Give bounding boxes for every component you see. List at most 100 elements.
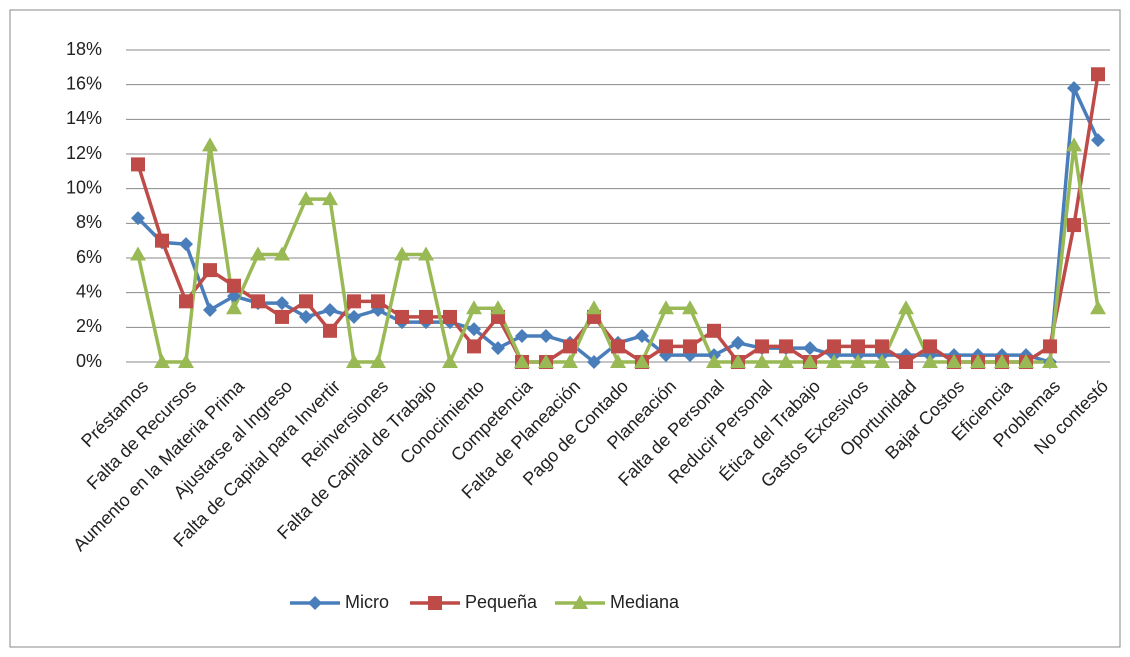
data-point: [922, 354, 938, 368]
y-tick-label: 6%: [76, 247, 102, 267]
y-tick-label: 14%: [66, 108, 102, 128]
data-point: [754, 354, 770, 368]
data-point: [203, 303, 217, 317]
data-point: [563, 339, 577, 354]
data-point: [538, 354, 554, 368]
data-point: [706, 354, 722, 368]
data-point: [923, 339, 937, 354]
data-point: [610, 354, 626, 368]
data-point: [442, 354, 458, 368]
data-point: [850, 354, 866, 368]
data-point: [1042, 354, 1058, 368]
data-point: [514, 354, 530, 368]
data-point: [994, 354, 1010, 368]
data-point: [1067, 218, 1081, 233]
data-point: [731, 335, 745, 350]
data-point: [227, 278, 241, 293]
data-point: [299, 309, 313, 324]
data-point: [395, 309, 409, 324]
data-point: [131, 157, 145, 172]
data-point: [827, 339, 841, 354]
data-point: [826, 354, 842, 368]
data-point: [155, 233, 169, 248]
legend-marker: [308, 596, 322, 610]
data-point: [635, 329, 649, 343]
data-point: [347, 294, 361, 309]
data-point: [179, 294, 193, 309]
legend-marker: [572, 595, 588, 609]
data-point: [154, 354, 170, 368]
y-tick-label: 2%: [76, 316, 102, 336]
data-point: [251, 294, 265, 309]
y-tick-label: 0%: [76, 351, 102, 371]
data-point: [203, 263, 217, 278]
data-point: [298, 191, 314, 206]
data-point: [899, 355, 913, 369]
data-point: [323, 323, 337, 338]
data-point: [419, 309, 433, 324]
data-point: [394, 246, 410, 261]
legend-label: Pequeña: [465, 592, 538, 612]
data-point: [586, 300, 602, 315]
data-point: [467, 339, 481, 354]
data-point: [946, 354, 962, 368]
data-point: [1043, 339, 1057, 354]
data-point: [131, 211, 145, 226]
data-point: [274, 246, 290, 261]
legend-label: Mediana: [610, 592, 680, 612]
data-point: [371, 294, 385, 309]
data-point: [683, 339, 697, 354]
data-point: [275, 309, 289, 324]
data-point: [1091, 67, 1105, 82]
data-point: [202, 137, 218, 152]
data-point: [467, 322, 481, 337]
data-point: [755, 339, 769, 354]
chart-border: [9, 9, 1121, 648]
data-point: [562, 354, 578, 368]
data-point: [875, 339, 889, 354]
data-point: [611, 339, 625, 354]
data-point: [1067, 81, 1081, 96]
data-point: [322, 191, 338, 206]
data-point: [682, 300, 698, 315]
data-point: [851, 339, 865, 354]
data-point: [898, 300, 914, 315]
data-point: [178, 354, 194, 368]
y-tick-label: 8%: [76, 212, 102, 232]
y-tick-label: 10%: [66, 177, 102, 197]
data-point: [347, 309, 361, 324]
y-tick-label: 12%: [66, 143, 102, 163]
data-point: [779, 339, 793, 354]
data-point: [490, 300, 506, 315]
data-point: [515, 329, 529, 343]
data-point: [970, 354, 986, 368]
y-tick-label: 4%: [76, 281, 102, 301]
data-point: [707, 323, 721, 338]
data-point: [1091, 133, 1105, 148]
data-point: [1066, 137, 1082, 152]
data-point: [250, 246, 266, 261]
data-point: [539, 329, 553, 343]
y-tick-label: 16%: [66, 73, 102, 93]
data-point: [130, 246, 146, 261]
data-point: [323, 303, 337, 317]
data-point: [299, 294, 313, 309]
data-point: [730, 354, 746, 368]
data-point: [346, 354, 362, 368]
data-point: [226, 300, 242, 315]
data-point: [1018, 354, 1034, 368]
data-point: [634, 354, 650, 368]
data-point: [587, 355, 601, 369]
data-point: [466, 300, 482, 315]
legend-marker: [428, 596, 442, 610]
data-point: [802, 354, 818, 368]
data-point: [1090, 300, 1106, 315]
data-point: [443, 309, 457, 324]
legend-label: Micro: [345, 592, 389, 612]
data-point: [874, 354, 890, 368]
data-point: [370, 354, 386, 368]
data-point: [778, 354, 794, 368]
y-tick-label: 18%: [66, 39, 102, 59]
data-point: [418, 246, 434, 261]
